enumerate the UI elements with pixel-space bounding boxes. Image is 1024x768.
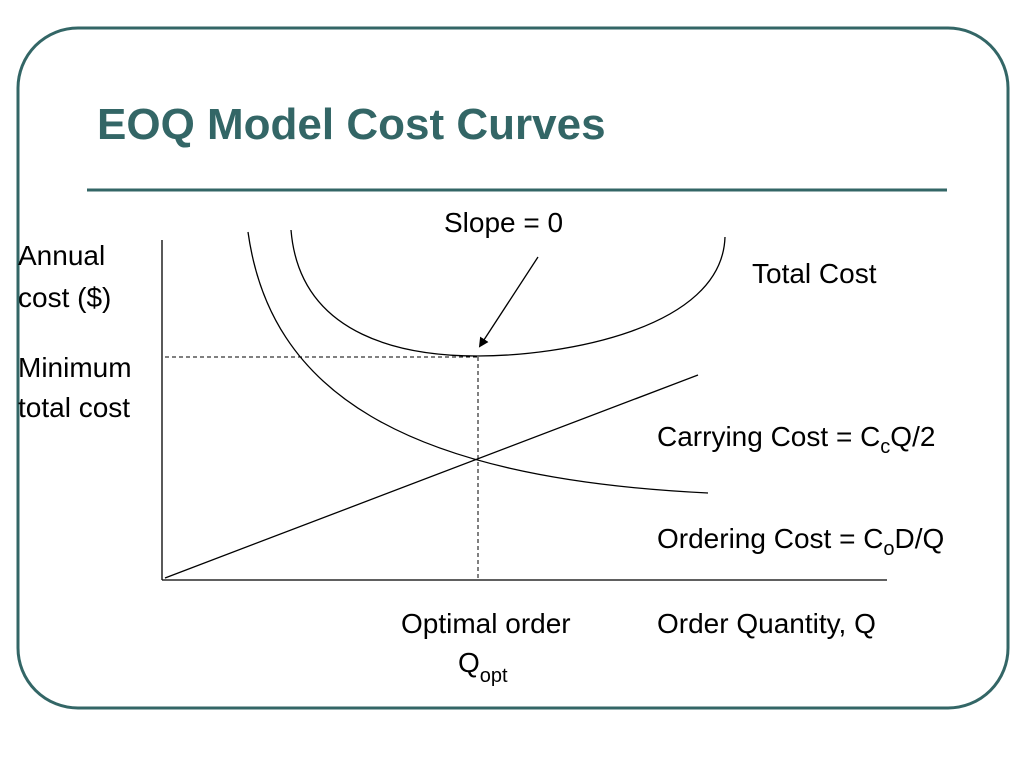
slide-frame xyxy=(16,26,1010,710)
x-axis-label: Order Quantity, Q xyxy=(657,608,876,639)
total-cost-label: Total Cost xyxy=(752,258,877,289)
slide-title: EOQ Model Cost Curves xyxy=(97,100,606,149)
ordering-cost-label: Ordering Cost = CoD/Q xyxy=(657,523,944,560)
y-axis-label: Annual cost ($) xyxy=(18,240,111,313)
ordering-cost-curve xyxy=(247,231,709,494)
optimal-label: Optimal order Qopt xyxy=(401,608,571,687)
carrying-cost-line xyxy=(164,374,699,579)
slope-arrow xyxy=(478,256,539,348)
carrying-cost-label: Carrying Cost = CcQ/2 xyxy=(657,421,935,458)
minimum-label: Minimum total cost xyxy=(18,352,132,423)
slope-label: Slope = 0 xyxy=(444,207,563,238)
total-cost-curve xyxy=(290,229,726,357)
